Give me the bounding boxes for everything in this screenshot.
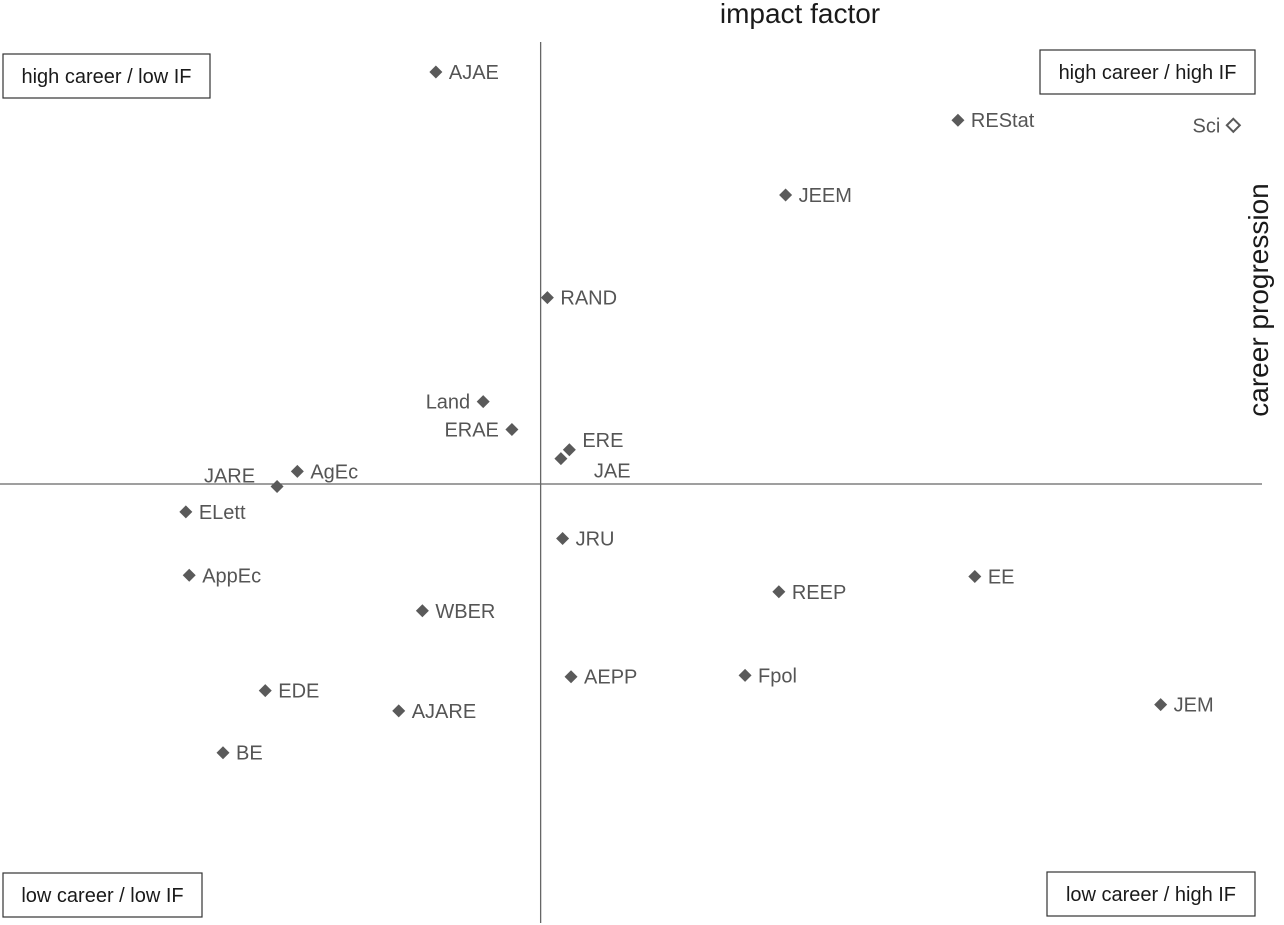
data-point: ELett (179, 502, 246, 524)
data-point: JEEM (779, 185, 852, 207)
quadrant-bottom-left: low career / low IF (2, 872, 203, 918)
point-label: JRU (576, 529, 615, 551)
quadrant-bottom-right-box (1046, 871, 1256, 917)
point-label: JAE (594, 461, 631, 483)
point-label: JARE (204, 466, 255, 488)
point-marker (270, 480, 284, 494)
quadrant-bottom-right-label: low career / high IF (1066, 884, 1236, 906)
data-point: EDE (258, 681, 319, 703)
data-point: AEPP (564, 667, 637, 689)
data-point: JAE (554, 452, 631, 483)
point-label: AppEc (202, 565, 261, 587)
point-marker (476, 395, 490, 409)
quadrant-top-right: high career / high IF (1039, 49, 1256, 95)
point-marker (968, 570, 982, 584)
data-point: JARE (204, 466, 284, 494)
point-label: EDE (278, 681, 319, 703)
data-point: AJAE (429, 62, 499, 84)
data-point: REStat (951, 110, 1035, 132)
point-marker (772, 585, 786, 599)
quadrant-bottom-left-box (2, 872, 203, 918)
data-point: JEM (1154, 695, 1214, 717)
point-marker (415, 604, 429, 618)
data-point: ERE (562, 430, 623, 457)
point-marker (1154, 698, 1168, 712)
point-marker (554, 452, 568, 466)
point-marker (556, 532, 570, 546)
point-marker (182, 568, 196, 582)
data-point: AgEc (290, 461, 358, 483)
point-label: EE (988, 567, 1015, 589)
y-axis-title: career progression (1243, 183, 1274, 416)
point-marker (290, 464, 304, 478)
point-label: REEP (792, 582, 846, 604)
point-label: AJAE (449, 62, 499, 84)
quadrant-top-right-box (1039, 49, 1256, 95)
point-marker (779, 188, 793, 202)
point-label: JEM (1174, 695, 1214, 717)
quadrant-top-right-label: high career / high IF (1059, 62, 1237, 84)
point-label: AEPP (584, 667, 637, 689)
data-point: RAND (540, 288, 617, 310)
data-point: Land (426, 392, 490, 414)
quadrant-bottom-left-label: low career / low IF (21, 885, 183, 907)
point-label: REStat (971, 110, 1035, 132)
point-marker (540, 291, 554, 305)
point-marker (951, 113, 965, 127)
point-label: Fpol (758, 665, 797, 687)
point-marker (179, 505, 193, 519)
data-point: Fpol (738, 665, 797, 687)
point-label: BE (236, 743, 263, 765)
point-marker (505, 423, 519, 437)
data-point: WBER (415, 601, 495, 623)
point-marker (429, 65, 443, 79)
quadrant-top-left-label: high career / low IF (21, 66, 191, 88)
data-point: BE (216, 743, 263, 765)
point-marker (738, 668, 752, 682)
data-point: EE (968, 567, 1015, 589)
data-point: ERAE (444, 420, 519, 442)
point-marker (216, 746, 230, 760)
data-points: AJAE REStat Sci JEEM RAND Land ERAE ERE JAE AgEc J… (179, 62, 1242, 765)
data-point: AJARE (392, 701, 476, 723)
point-label: AJARE (412, 701, 476, 723)
point-label: Sci (1193, 115, 1221, 137)
point-marker (562, 443, 576, 457)
point-label: AgEc (310, 461, 358, 483)
data-point: REEP (772, 582, 846, 604)
quadrant-labels: high career / low IF high career / high … (2, 49, 1256, 918)
point-marker (392, 704, 406, 718)
data-point: AppEc (182, 565, 261, 587)
point-label: JEEM (799, 185, 852, 207)
quadrant-top-left-box (2, 53, 211, 99)
point-label: ERE (582, 430, 623, 452)
data-point: JRU (556, 529, 614, 551)
point-marker (1225, 117, 1242, 134)
quadrant-bottom-right: low career / high IF (1046, 871, 1256, 917)
point-label: RAND (560, 288, 617, 310)
data-point: Sci (1193, 115, 1242, 137)
x-axis-title: impact factor (720, 0, 880, 29)
quadrant-top-left: high career / low IF (2, 53, 211, 99)
point-marker (258, 684, 272, 698)
point-marker (564, 670, 578, 684)
point-label: ELett (199, 502, 246, 524)
point-label: Land (426, 392, 471, 414)
point-label: ERAE (444, 420, 498, 442)
axes (0, 42, 1262, 923)
point-label: WBER (435, 601, 495, 623)
